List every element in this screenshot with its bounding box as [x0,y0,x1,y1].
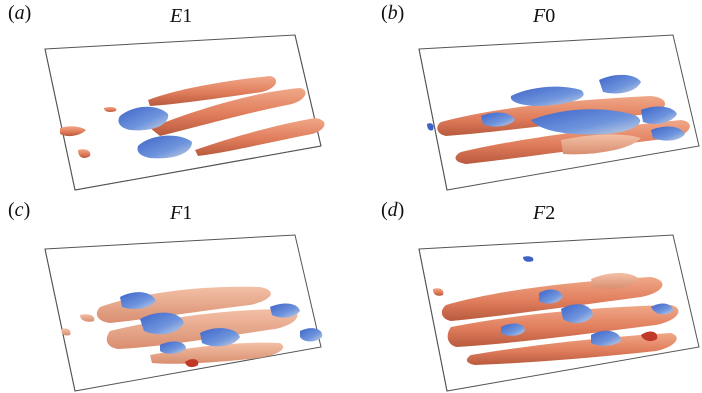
panel-title: F2 [533,202,556,224]
panel-tag: (a) [8,2,32,24]
positive-structures [60,76,325,158]
negative-structures [501,256,673,346]
panel-tag: (d) [381,199,405,221]
isosurface-box [44,234,323,392]
box-edges [418,234,700,392]
isosurface-box [44,34,325,191]
panel-title: E1 [170,5,193,27]
panel-tag: (c) [8,199,31,221]
panel-tag: (b) [381,2,405,24]
panel-c: (c) F1 [0,197,351,393]
isosurface-box [418,34,700,191]
panel-a: (a) E1 [0,0,351,196]
isosurface-box [418,234,700,392]
negative-structures [118,106,192,159]
negative-structures [427,74,685,141]
box-edges [44,34,322,191]
negative-structures [120,292,323,354]
box-edges [418,34,700,191]
panel-title: F0 [533,5,556,27]
positive-structures [433,273,679,365]
positive-structures [61,286,298,368]
panel-d: (d) F2 [351,197,702,393]
box-edges [44,234,322,392]
panel-b: (b) F0 [351,0,702,196]
panel-title: F1 [170,202,193,224]
